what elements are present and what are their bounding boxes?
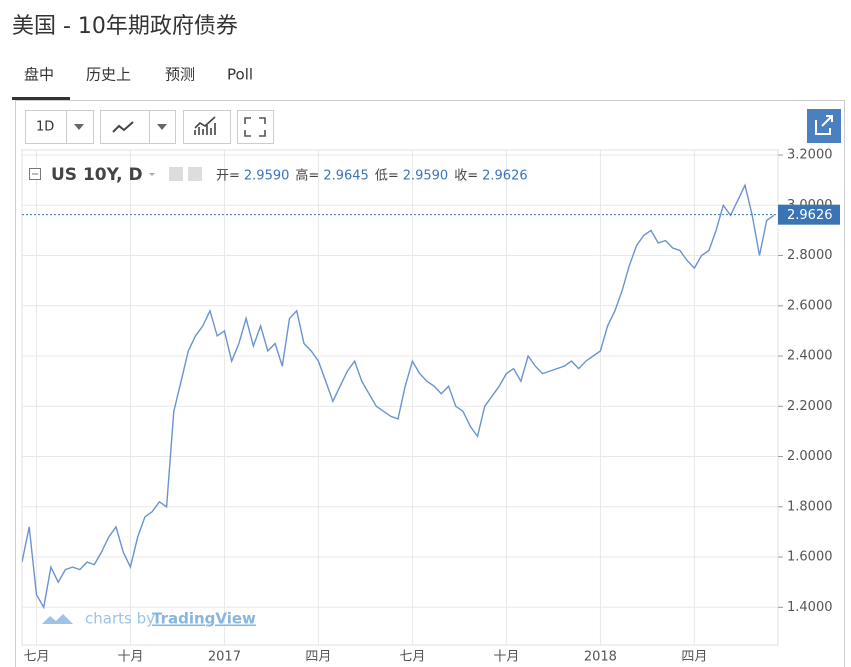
tab[interactable]: Poll [227, 66, 253, 84]
symbol-label: US 10Y, D [51, 165, 143, 185]
watermark-brand[interactable]: TradingView [152, 610, 256, 628]
tab[interactable]: 预测 [165, 66, 195, 84]
page-title: 美国 - 10年期政府债券 [12, 14, 238, 39]
watermark: charts by TradingView [42, 610, 256, 628]
y-tick-label: 1.6000 [787, 550, 833, 565]
tab[interactable]: 盘中 [24, 66, 54, 84]
y-tick-label: 2.6000 [787, 298, 833, 313]
popout-button[interactable] [807, 109, 841, 143]
interval-label: 1D [36, 120, 54, 135]
ohlc-value: 2.9590 [244, 169, 290, 184]
tab-underline [12, 97, 70, 100]
y-tick-label: 3.2000 [787, 148, 833, 163]
x-tick-label: 2017 [208, 650, 241, 665]
plot-area [21, 149, 779, 646]
y-tick-label: 1.8000 [787, 499, 833, 514]
y-tick-label: 2.0000 [787, 449, 833, 464]
plot [22, 183, 778, 610]
icon-settings[interactable] [188, 167, 202, 181]
x-tick-label: 七月 [23, 650, 49, 665]
indicators-icon [194, 116, 216, 135]
ohlc-value: 2.9590 [403, 169, 449, 184]
x-tick-label: 2018 [584, 650, 617, 665]
interval-button[interactable] [25, 110, 94, 144]
tabs: 盘中 历史上 预测 Poll [24, 66, 253, 84]
x-tick-label: 十月 [117, 650, 143, 665]
ohlc-value: 2.9645 [323, 169, 369, 184]
ohlc-label: 低= [375, 169, 399, 184]
y-tick-label: 1.4000 [787, 600, 833, 615]
tab[interactable]: 历史上 [86, 66, 131, 84]
y-tick-label: 2.4000 [787, 349, 833, 364]
ohlc-value: 2.9626 [482, 169, 528, 184]
watermark-logo [42, 614, 73, 624]
y-tick-label: 2.2000 [787, 399, 833, 414]
last-price-label: 2.9626 [787, 208, 833, 223]
x-tick-label: 十月 [493, 650, 519, 665]
x-tick-label: 七月 [399, 650, 425, 665]
price-line [22, 183, 775, 610]
fullscreen-button[interactable] [237, 110, 274, 144]
ohlc-label: 开= [216, 169, 240, 184]
watermark-text: charts by [85, 610, 155, 628]
line-icon [112, 121, 134, 133]
legend: US 10Y, D 开= 2.9590 高= 2.9645 低= 2.9590 收= 2.96… [29, 165, 528, 185]
x-tick-label: 四月 [681, 650, 707, 665]
ohlc-label: 收= [454, 169, 478, 184]
popout-icon [815, 115, 833, 135]
x-tick-label: 四月 [305, 650, 331, 665]
toolbar: 1D [25, 109, 841, 144]
y-tick-label: 2.8000 [787, 248, 833, 263]
dropdown-arrow [74, 124, 84, 130]
symbol-arrow [149, 173, 155, 176]
dropdown-arrow [157, 124, 167, 130]
icon-eye[interactable] [169, 167, 183, 181]
fullscreen-icon [244, 117, 266, 137]
ohlc-label: 高= [295, 168, 319, 184]
last-price-box [778, 204, 840, 225]
